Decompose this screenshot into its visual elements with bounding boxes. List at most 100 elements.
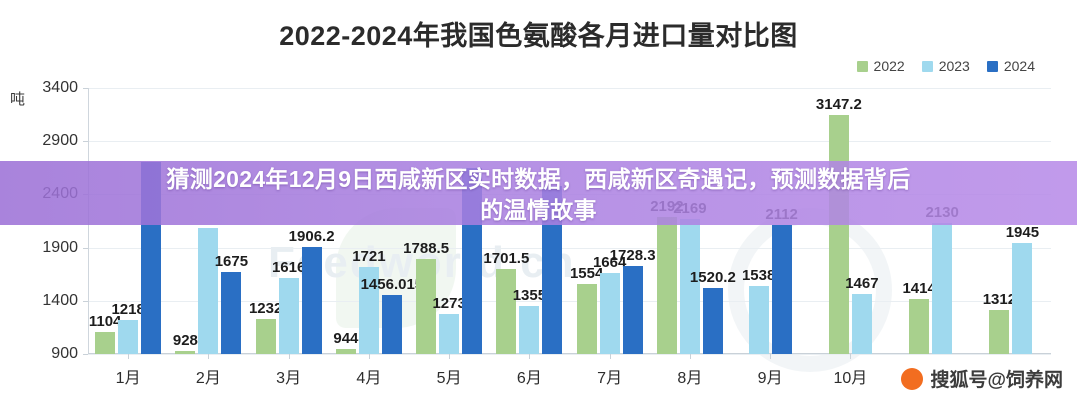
legend-item-2024: 2024	[986, 58, 1035, 74]
bar-fill	[622, 265, 643, 354]
bar-fill	[679, 218, 700, 354]
bar-fill	[255, 318, 276, 354]
bar-group: 1312 1945	[971, 88, 1051, 354]
bar-2024[interactable]: 1728.3	[610, 247, 656, 354]
bar-fill	[496, 268, 517, 354]
bar-value-label: 1728.3	[609, 246, 656, 264]
bar-2022[interactable]: 1414	[902, 280, 936, 354]
bar-group-bars: 1312 1945	[971, 88, 1051, 354]
bar-fill	[221, 271, 242, 354]
y-axis-tick-label: 900	[51, 345, 78, 362]
bar-2022[interactable]: 2192	[650, 198, 684, 354]
x-axis-tick-mark	[128, 354, 130, 359]
x-axis-tick-mark	[368, 354, 370, 359]
bar-fill	[519, 305, 540, 354]
bar-2022[interactable]: 1554	[570, 265, 603, 354]
x-axis-tick-label: 1月	[115, 370, 141, 387]
bar-value-label: 1788.5	[403, 240, 450, 258]
bar-2024[interactable]: 1675	[215, 253, 248, 354]
bar-2023[interactable]: 1664	[593, 254, 626, 354]
y-axis-tick-mark	[83, 141, 88, 143]
bar-value-label: 1675	[214, 252, 249, 270]
bar-fill	[748, 286, 769, 354]
bar-2022[interactable]: 3147.2	[816, 96, 862, 354]
x-axis-tick-label: 3月	[276, 370, 302, 387]
bar-2022[interactable]: 928	[173, 332, 198, 354]
bar-fill	[932, 223, 953, 354]
bar-2022[interactable]: 1788.5	[403, 240, 449, 354]
bar-fill	[771, 225, 792, 354]
x-axis-tick-mark	[529, 354, 531, 359]
bar-fill	[989, 310, 1010, 354]
bar-value-label: 1312	[982, 291, 1017, 309]
bar-fill	[95, 332, 116, 354]
x-axis-tick-mark	[770, 354, 772, 359]
bar-2024[interactable]	[542, 185, 563, 354]
bar-group-bars: 1701.5 1355	[483, 88, 569, 354]
y-axis-tick-label: 2900	[42, 132, 78, 150]
bar-2024[interactable]: 1906.2	[289, 228, 335, 354]
bar-fill	[576, 284, 597, 354]
bar-fill	[851, 293, 872, 354]
bar-fill	[702, 288, 723, 354]
bar-group: 1232 1616 1906.2 3月	[249, 88, 335, 387]
bar-2022[interactable]: 944	[333, 330, 358, 354]
promo-banner-line-1: 猜测2024年12月9日西咸新区实时数据，西咸新区奇遇记，预测数据背后	[166, 166, 911, 192]
bar-value-label: 1664	[592, 253, 627, 271]
bar-value-label: 3147.2	[815, 95, 862, 113]
x-axis-tick-mark	[288, 354, 290, 359]
bar-2023[interactable]: 1218	[111, 301, 145, 354]
bar-2024[interactable]: 2112	[765, 206, 798, 354]
bar-value-label: 1906.2	[288, 227, 335, 245]
x-axis-tick-mark	[850, 354, 852, 359]
bar-fill	[198, 228, 219, 354]
source-watermark: 搜狐号@饲养网	[901, 365, 1063, 392]
bar-group-bars: 944 1721 1456.015	[329, 88, 423, 354]
x-axis-tick-label: 10月	[833, 370, 868, 387]
y-axis-tick-mark	[83, 354, 88, 355]
chart-legend: 2022 2023 2024	[856, 58, 1035, 74]
x-axis-tick-label: 6月	[516, 370, 542, 387]
promo-banner-background	[0, 161, 1077, 225]
bar-2023[interactable]: 1616	[272, 259, 305, 354]
x-axis-tick-mark	[208, 354, 210, 359]
bar-2023[interactable]: 2130	[925, 204, 959, 354]
sohu-logo-icon	[901, 367, 924, 390]
bar-group: 1554 1664 1728.3 7月	[570, 88, 656, 387]
y-axis-tick-mark	[83, 247, 88, 249]
bar-value-label: 1538	[741, 267, 776, 285]
bar-value-label: 1232	[248, 299, 283, 317]
x-axis-tick-label: 7月	[597, 370, 623, 387]
bar-2023[interactable]: 1467	[845, 275, 879, 354]
bar-value-label: 1273	[432, 295, 466, 313]
bar-2023[interactable]: 2169	[673, 200, 707, 354]
bar-group-bars: 928 1675	[168, 88, 248, 354]
bar-group: 928 1675 2月	[168, 88, 248, 387]
bar-fill	[1012, 242, 1033, 354]
bar-value-label: 1467	[845, 274, 879, 292]
bar-value-label: 1945	[1005, 223, 1040, 241]
bar-2022[interactable]: 1701.5	[483, 250, 529, 354]
y-axis-tick-mark	[83, 300, 88, 302]
bar-group: 1701.5 1355 6月	[483, 88, 569, 387]
bar-2023[interactable]: 1945	[1006, 224, 1039, 354]
bar-2022[interactable]: 1312	[983, 291, 1016, 354]
legend-item-2023: 2023	[921, 58, 970, 74]
bar-fill	[599, 272, 620, 354]
bar-2023[interactable]: 1355	[513, 287, 546, 354]
bar-2022[interactable]: 1232	[249, 300, 282, 354]
x-axis-tick-label: 4月	[356, 370, 382, 387]
bar-fill	[358, 266, 379, 354]
bar-value-label: 1554	[569, 265, 604, 283]
bar-2023[interactable]: 1721	[352, 248, 386, 354]
bar-2023[interactable]: 1538	[742, 267, 775, 354]
bar-2024[interactable]: 1520.2	[690, 269, 736, 354]
bar-2022[interactable]: 1104	[89, 313, 121, 354]
bar-2023[interactable]: 1273	[432, 295, 466, 354]
gridline	[88, 300, 1051, 302]
chart-title: 2022-2024年我国色氨酸各月进口量对比图	[279, 21, 798, 51]
x-axis-tick-label: 9月	[757, 370, 783, 387]
bar-2024[interactable]: 1456.015	[361, 276, 423, 354]
bar-2023[interactable]	[198, 228, 219, 354]
